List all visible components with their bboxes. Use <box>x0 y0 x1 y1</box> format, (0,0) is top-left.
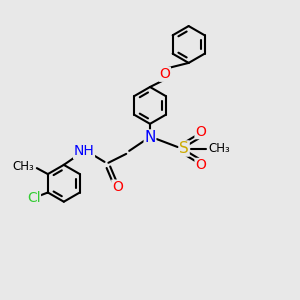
Text: NH: NH <box>74 145 94 158</box>
Text: CH₃: CH₃ <box>208 142 230 155</box>
Text: S: S <box>179 141 189 156</box>
Text: O: O <box>195 158 206 172</box>
Text: O: O <box>112 180 123 194</box>
Text: O: O <box>159 67 170 81</box>
Text: Cl: Cl <box>27 191 40 205</box>
Text: N: N <box>144 130 156 145</box>
Text: CH₃: CH₃ <box>12 160 34 173</box>
Text: O: O <box>195 124 206 139</box>
